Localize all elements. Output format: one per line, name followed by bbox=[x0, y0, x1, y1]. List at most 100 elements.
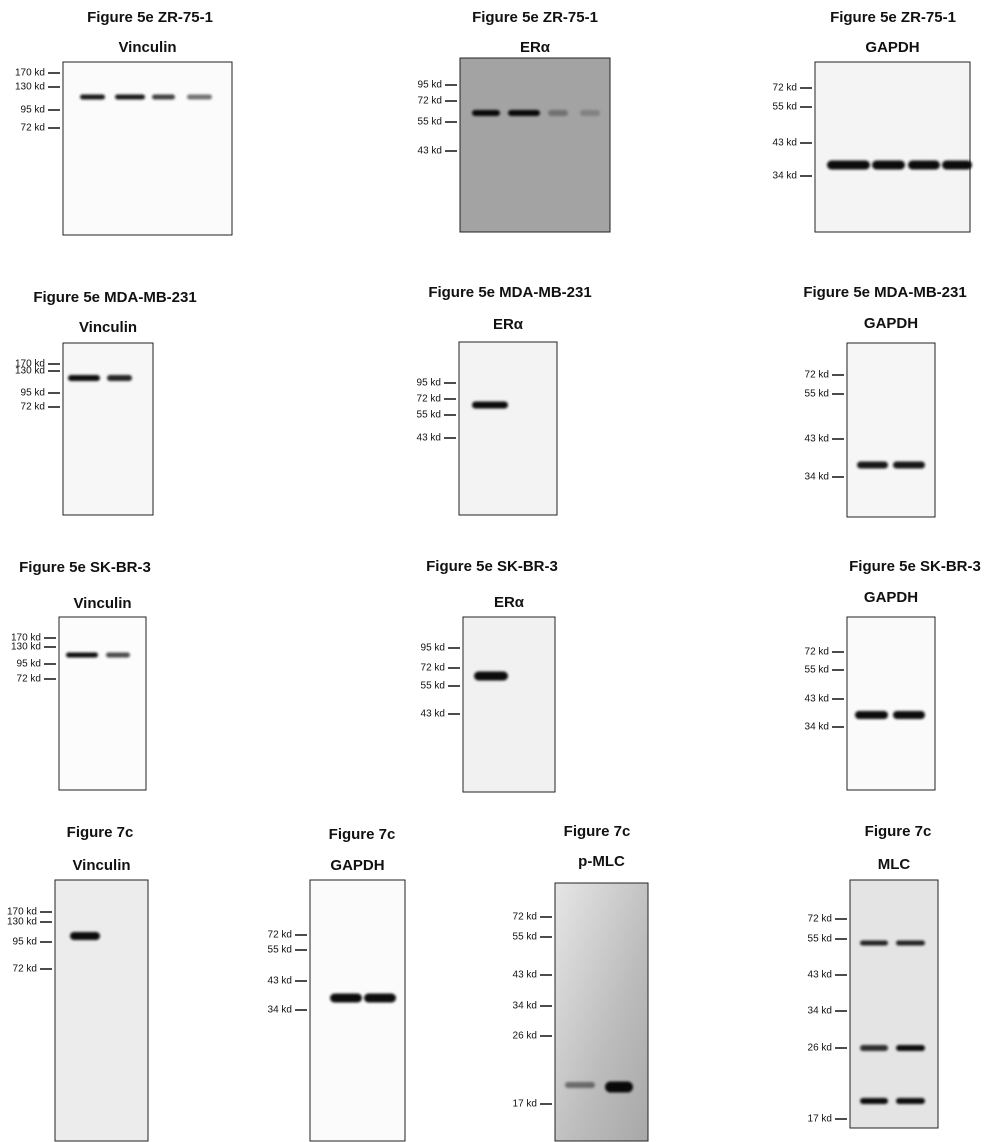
band bbox=[893, 711, 925, 719]
panel-title: Figure 5e SK-BR-3 bbox=[426, 558, 558, 575]
marker-label: 130 kd bbox=[11, 642, 41, 653]
band bbox=[70, 932, 100, 940]
band bbox=[855, 711, 888, 719]
marker-label: 34 kd bbox=[805, 472, 829, 483]
marker-label: 72 kd bbox=[17, 674, 41, 685]
marker-label: 55 kd bbox=[808, 934, 832, 945]
band bbox=[827, 160, 870, 170]
band bbox=[364, 993, 396, 1003]
band bbox=[472, 110, 500, 116]
marker-label: 95 kd bbox=[21, 388, 45, 399]
panel-title: Figure 7c bbox=[865, 823, 932, 840]
marker-label: 55 kd bbox=[421, 681, 445, 692]
panel-title: Figure 7c bbox=[329, 826, 396, 843]
marker-label: 95 kd bbox=[17, 659, 41, 670]
marker-label: 72 kd bbox=[421, 663, 445, 674]
blot-panel: Figure 7c GAPDH 72 kd 55 kd 43 kd 34 kd bbox=[268, 826, 406, 1142]
blot-membrane bbox=[846, 342, 936, 518]
blot-membrane bbox=[849, 879, 939, 1129]
marker-label: 55 kd bbox=[805, 665, 829, 676]
marker-label: 55 kd bbox=[268, 945, 292, 956]
marker-label: 55 kd bbox=[773, 102, 797, 113]
marker-label: 95 kd bbox=[21, 105, 45, 116]
band bbox=[187, 94, 212, 100]
marker-label: 55 kd bbox=[418, 117, 442, 128]
blot-panel: Figure 7c p-MLC 72 kd 55 kd 43 kd 34 kd 26 kd 1… bbox=[513, 823, 649, 1142]
marker-label: 55 kd bbox=[417, 410, 441, 421]
blot-panel: Figure 5e MDA-MB-231 ERα 95 kd 72 kd 55 kd 43… bbox=[417, 284, 592, 516]
band bbox=[860, 1098, 888, 1104]
band bbox=[857, 461, 888, 469]
protein-label: Vinculin bbox=[118, 39, 176, 56]
band bbox=[860, 940, 888, 946]
protein-label: GAPDH bbox=[330, 857, 384, 874]
marker-label: 43 kd bbox=[513, 970, 537, 981]
band bbox=[152, 94, 175, 100]
marker-label: 34 kd bbox=[808, 1006, 832, 1017]
blot-panel: Figure 5e SK-BR-3 ERα 95 kd 72 kd 55 kd 43 kd bbox=[421, 558, 558, 793]
panel-title: Figure 5e ZR-75-1 bbox=[472, 9, 598, 26]
band bbox=[896, 940, 925, 946]
marker-label: 43 kd bbox=[268, 976, 292, 987]
protein-label: ERα bbox=[493, 316, 524, 333]
marker-label: 43 kd bbox=[805, 694, 829, 705]
marker-label: 170 kd bbox=[11, 633, 41, 644]
marker-label: 95 kd bbox=[418, 80, 442, 91]
marker-label: 72 kd bbox=[21, 402, 45, 413]
band bbox=[66, 652, 98, 658]
band bbox=[605, 1081, 633, 1093]
band bbox=[942, 160, 972, 170]
blot-panel: Figure 5e SK-BR-3 GAPDH 72 kd 55 kd 43 kd 34 … bbox=[805, 558, 981, 791]
marker-label: 26 kd bbox=[513, 1031, 537, 1042]
marker-label: 55 kd bbox=[805, 389, 829, 400]
blot-panel: Figure 7c MLC 72 kd 55 kd 43 kd 34 kd 26 kd 17 … bbox=[808, 823, 939, 1129]
blot-membrane bbox=[846, 616, 936, 791]
band bbox=[565, 1082, 595, 1088]
marker-label: 72 kd bbox=[805, 370, 829, 381]
marker-label: 17 kd bbox=[513, 1099, 537, 1110]
blot-panel: Figure 5e ZR-75-1 Vinculin 170 kd 130 kd 95 … bbox=[15, 9, 233, 236]
protein-label: GAPDH bbox=[864, 315, 918, 332]
protein-label: Vinculin bbox=[79, 319, 137, 336]
marker-label: 34 kd bbox=[773, 171, 797, 182]
marker-label: 72 kd bbox=[21, 123, 45, 134]
panel-title: Figure 7c bbox=[564, 823, 631, 840]
band bbox=[580, 110, 600, 116]
blot-panel: Figure 5e MDA-MB-231 GAPDH 72 kd 55 kd 43 kd… bbox=[803, 284, 967, 518]
panel-title: Figure 5e SK-BR-3 bbox=[849, 558, 981, 575]
protein-label: Vinculin bbox=[73, 595, 131, 612]
marker-label: 43 kd bbox=[773, 138, 797, 149]
blot-membrane bbox=[462, 616, 556, 793]
blot-membrane bbox=[458, 341, 558, 516]
marker-label: 95 kd bbox=[13, 937, 37, 948]
band bbox=[106, 652, 130, 658]
band bbox=[896, 1045, 925, 1051]
panel-title: Figure 5e SK-BR-3 bbox=[19, 559, 151, 576]
marker-label: 26 kd bbox=[808, 1043, 832, 1054]
marker-label: 72 kd bbox=[513, 912, 537, 923]
blot-membrane bbox=[54, 879, 149, 1142]
band bbox=[68, 375, 100, 381]
marker-label: 72 kd bbox=[773, 83, 797, 94]
band bbox=[107, 375, 132, 381]
blot-membrane bbox=[309, 879, 406, 1142]
band bbox=[896, 1098, 925, 1104]
panel-title: Figure 5e ZR-75-1 bbox=[87, 9, 213, 26]
band bbox=[908, 160, 940, 170]
marker-label: 130 kd bbox=[15, 366, 45, 377]
protein-label: MLC bbox=[878, 856, 911, 873]
marker-label: 34 kd bbox=[805, 722, 829, 733]
protein-label: p-MLC bbox=[578, 853, 625, 870]
blot-membrane bbox=[459, 57, 611, 233]
panel-title: Figure 5e MDA-MB-231 bbox=[428, 284, 591, 301]
band bbox=[330, 993, 362, 1003]
panel-title: Figure 5e MDA-MB-231 bbox=[33, 289, 196, 306]
marker-label: 95 kd bbox=[421, 643, 445, 654]
marker-label: 34 kd bbox=[268, 1005, 292, 1016]
band bbox=[115, 94, 145, 100]
band bbox=[860, 1045, 888, 1051]
